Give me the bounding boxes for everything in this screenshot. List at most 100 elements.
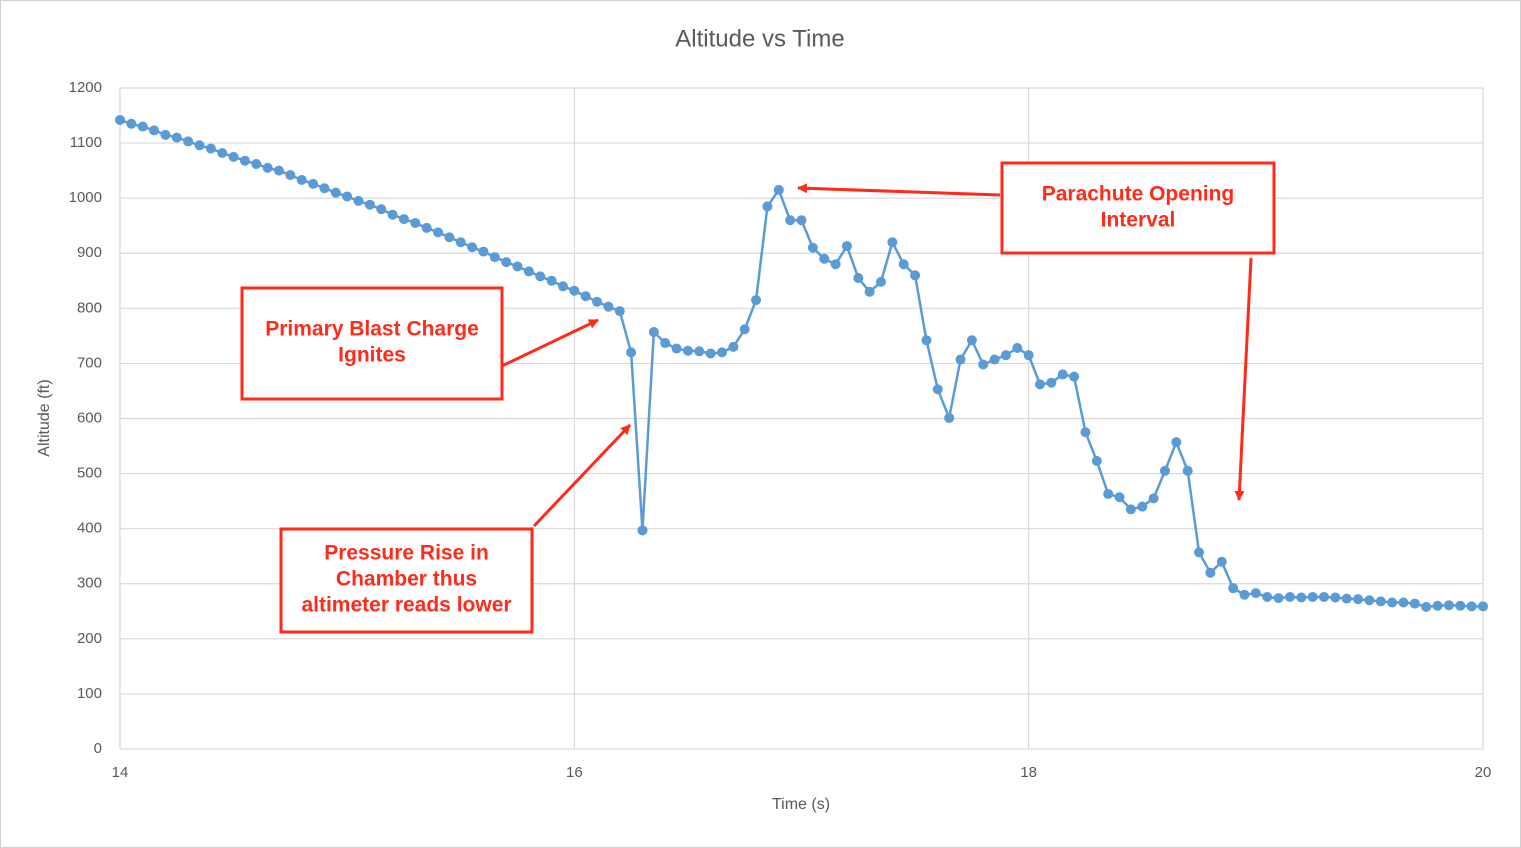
data-point: [728, 341, 739, 352]
annotation-text: Chamber thus: [336, 568, 477, 591]
x-axis-title: Time (s): [772, 796, 830, 813]
data-point: [773, 184, 784, 195]
data-point: [421, 222, 432, 233]
data-point: [944, 412, 955, 423]
data-point: [1387, 597, 1398, 608]
data-point: [115, 114, 125, 125]
data-point: [1114, 492, 1125, 503]
x-tick-label: 14: [112, 764, 129, 781]
x-tick-label: 20: [1475, 764, 1492, 781]
data-point: [1000, 350, 1011, 361]
data-point: [1375, 596, 1386, 607]
data-point: [1159, 465, 1170, 476]
data-point: [1262, 591, 1273, 602]
annotation-text: Primary Blast Charge: [265, 318, 479, 341]
data-point: [137, 121, 148, 132]
data-point: [1046, 377, 1057, 388]
y-tick-label: 900: [77, 244, 102, 261]
data-point: [205, 143, 216, 154]
data-point: [1443, 600, 1454, 611]
data-point: [1273, 593, 1284, 604]
data-point: [1228, 583, 1239, 594]
annotation-text: Parachute Opening: [1042, 183, 1235, 206]
data-point: [864, 286, 875, 297]
data-point: [671, 343, 682, 354]
data-point: [489, 252, 500, 263]
annotation-text: Interval: [1101, 209, 1176, 232]
arrow: [797, 183, 1001, 197]
data-point: [1057, 369, 1068, 380]
data-point: [637, 525, 648, 536]
data-point: [1409, 598, 1420, 609]
data-point: [898, 259, 909, 270]
plot: [115, 114, 1488, 612]
y-tick-label: 1200: [69, 79, 102, 96]
data-point: [569, 285, 580, 296]
data-point: [1307, 591, 1318, 602]
y-tick-label: 0: [94, 740, 102, 757]
data-point: [1432, 600, 1443, 611]
data-point: [557, 281, 568, 292]
annotation-text: Pressure Rise in: [324, 542, 489, 565]
x-tick-label: 18: [1020, 764, 1037, 781]
annotation-box: [279, 527, 534, 634]
data-point: [353, 195, 364, 206]
data-point: [853, 273, 864, 284]
data-point: [1353, 594, 1364, 605]
y-tick-label: 1100: [70, 134, 102, 151]
data-point: [1035, 379, 1046, 390]
y-tick-label: 600: [77, 409, 102, 426]
data-point: [1171, 437, 1182, 448]
data-point: [921, 335, 932, 346]
data-point: [626, 347, 637, 358]
data-point: [819, 253, 830, 264]
data-point: [830, 259, 841, 270]
data-point: [149, 125, 160, 136]
data-point: [910, 270, 921, 281]
data-point: [1284, 591, 1295, 602]
data-point: [876, 276, 887, 287]
data-point: [1239, 589, 1250, 600]
data-point: [1194, 547, 1205, 558]
data-point: [648, 327, 659, 338]
data-point: [1216, 556, 1227, 567]
data-point: [319, 183, 330, 194]
data-point: [398, 214, 409, 225]
data-point: [989, 354, 1000, 365]
data-point: [1398, 597, 1409, 608]
y-tick-label: 700: [77, 354, 102, 371]
data-point: [535, 271, 546, 282]
data-point: [1023, 350, 1034, 361]
data-point: [1148, 493, 1159, 504]
data-point: [171, 132, 182, 143]
annotation-text: altimeter reads lower: [301, 594, 511, 617]
data-point: [682, 345, 693, 356]
data-point: [1069, 371, 1080, 382]
data-point: [455, 237, 466, 248]
y-tick-label: 400: [77, 520, 102, 537]
data-point: [796, 215, 807, 226]
y-tick-label: 500: [77, 465, 102, 482]
data-point: [1421, 601, 1432, 612]
data-point: [376, 204, 387, 215]
data-point: [955, 354, 966, 365]
data-point: [1103, 488, 1114, 499]
data-point: [1478, 601, 1488, 612]
data-point: [274, 165, 285, 176]
data-point: [1250, 588, 1261, 599]
data-point: [160, 129, 171, 140]
data-point: [285, 170, 296, 181]
data-point: [342, 191, 353, 202]
data-point: [262, 162, 273, 173]
data-point: [239, 155, 250, 166]
data-point: [467, 242, 478, 253]
data-point: [330, 187, 341, 198]
data-point: [1205, 567, 1216, 578]
data-point: [1318, 591, 1329, 602]
data-point: [1182, 465, 1193, 476]
arrow: [1234, 257, 1253, 501]
data-point: [1091, 455, 1102, 466]
data-point: [251, 159, 262, 170]
data-point: [762, 201, 773, 212]
